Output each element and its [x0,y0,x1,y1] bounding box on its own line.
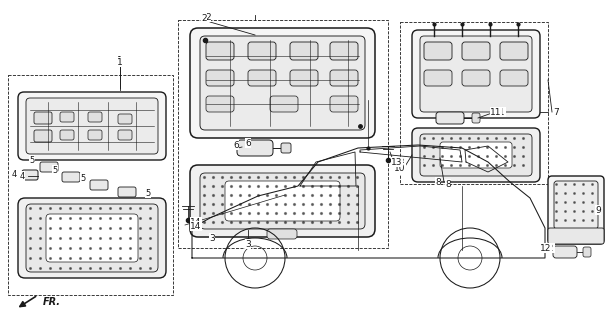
FancyBboxPatch shape [412,128,540,182]
FancyBboxPatch shape [118,130,132,140]
Text: 9: 9 [595,205,601,214]
Text: 6: 6 [245,139,251,148]
Text: 4: 4 [12,170,16,179]
Text: 14: 14 [190,221,202,230]
Text: 1: 1 [117,55,123,65]
FancyBboxPatch shape [267,229,297,239]
Text: FR.: FR. [43,297,61,307]
FancyBboxPatch shape [281,143,291,153]
FancyBboxPatch shape [225,181,340,221]
Text: 7: 7 [553,108,559,116]
FancyBboxPatch shape [554,181,598,229]
FancyBboxPatch shape [248,70,276,86]
Text: 8: 8 [445,180,451,188]
Text: 2: 2 [205,12,211,21]
Text: 7: 7 [553,108,559,116]
FancyBboxPatch shape [206,96,234,112]
FancyBboxPatch shape [40,162,58,172]
FancyBboxPatch shape [472,113,480,123]
FancyBboxPatch shape [290,70,318,86]
FancyBboxPatch shape [26,204,158,272]
FancyBboxPatch shape [462,42,490,60]
Text: 5: 5 [81,173,85,182]
FancyBboxPatch shape [436,112,464,124]
FancyBboxPatch shape [90,180,108,190]
FancyBboxPatch shape [440,142,512,168]
FancyBboxPatch shape [46,214,138,262]
Text: 8: 8 [435,178,441,187]
Text: 10: 10 [394,164,406,172]
FancyBboxPatch shape [500,42,528,60]
Text: 5: 5 [29,156,35,164]
FancyBboxPatch shape [500,70,528,86]
FancyBboxPatch shape [583,247,591,257]
FancyBboxPatch shape [420,36,532,112]
Text: 1: 1 [117,58,123,67]
Text: 11: 11 [494,108,506,116]
FancyBboxPatch shape [118,114,132,124]
Text: 14: 14 [190,218,202,227]
FancyBboxPatch shape [62,172,80,182]
Bar [400,22,548,184]
Bar [8,75,173,295]
FancyBboxPatch shape [118,187,136,197]
FancyBboxPatch shape [248,42,276,60]
FancyBboxPatch shape [548,176,604,244]
FancyBboxPatch shape [88,130,102,140]
FancyBboxPatch shape [190,28,375,138]
FancyBboxPatch shape [548,228,604,244]
FancyBboxPatch shape [18,198,166,278]
Text: 3: 3 [209,234,215,243]
FancyBboxPatch shape [26,98,158,154]
FancyBboxPatch shape [237,140,273,156]
FancyBboxPatch shape [190,165,375,237]
Text: 6: 6 [233,140,239,149]
FancyBboxPatch shape [206,70,234,86]
FancyBboxPatch shape [330,96,358,112]
FancyBboxPatch shape [412,30,540,118]
FancyBboxPatch shape [34,112,52,124]
FancyBboxPatch shape [200,173,365,229]
FancyBboxPatch shape [22,170,38,180]
FancyBboxPatch shape [270,96,298,112]
Text: 5: 5 [52,165,57,174]
FancyBboxPatch shape [290,42,318,60]
FancyBboxPatch shape [60,130,74,140]
Text: 3: 3 [245,239,251,249]
Text: 10: 10 [394,165,406,174]
Text: 12: 12 [540,244,551,252]
FancyBboxPatch shape [206,42,234,60]
Text: 5: 5 [145,188,151,197]
FancyBboxPatch shape [60,112,74,122]
Text: 11: 11 [490,108,502,116]
FancyBboxPatch shape [200,36,365,130]
FancyBboxPatch shape [88,112,102,122]
Text: 2: 2 [201,13,207,22]
FancyBboxPatch shape [330,42,358,60]
FancyBboxPatch shape [18,92,166,160]
Text: 13: 13 [391,157,403,166]
FancyBboxPatch shape [462,70,490,86]
Text: 4: 4 [20,172,24,180]
FancyBboxPatch shape [420,134,532,176]
FancyBboxPatch shape [424,70,452,86]
Bar [178,20,388,248]
FancyBboxPatch shape [553,246,577,258]
Text: 13: 13 [394,157,406,166]
FancyBboxPatch shape [424,42,452,60]
Text: 12: 12 [544,244,554,252]
FancyBboxPatch shape [34,130,52,142]
FancyBboxPatch shape [330,70,358,86]
